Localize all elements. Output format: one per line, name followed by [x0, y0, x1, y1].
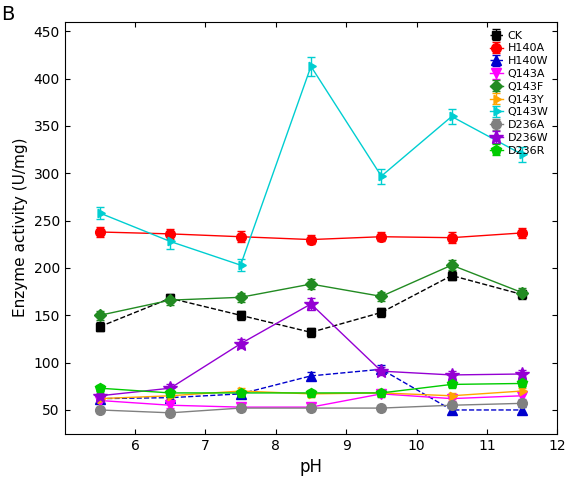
Legend: CK, H140A, H140W, Q143A, Q143F, Q143Y, Q143W, D236A, D236W, D236R: CK, H140A, H140W, Q143A, Q143F, Q143Y, Q…: [486, 28, 552, 159]
X-axis label: pH: pH: [300, 458, 323, 476]
Text: B: B: [1, 5, 14, 24]
Y-axis label: Enzyme activity (U/mg): Enzyme activity (U/mg): [13, 138, 28, 317]
